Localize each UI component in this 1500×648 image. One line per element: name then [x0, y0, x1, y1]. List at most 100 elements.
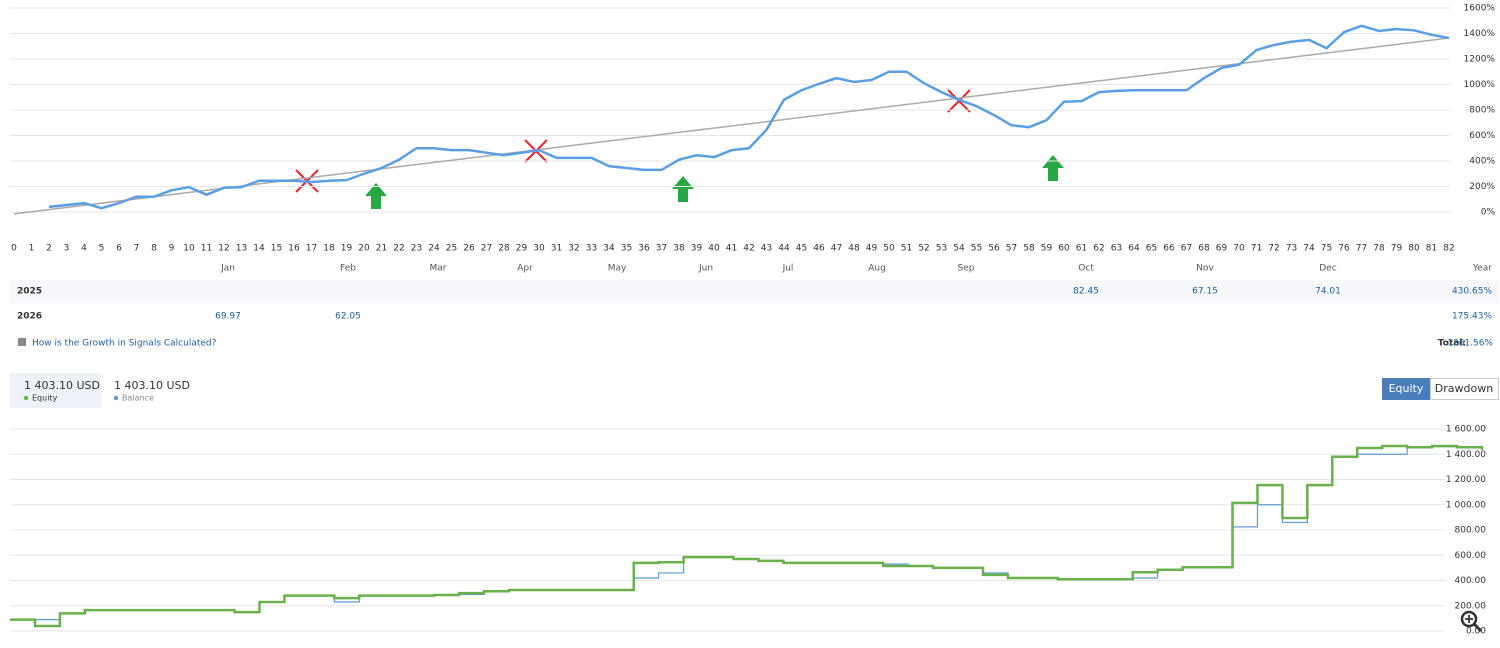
row-label: 2026 — [17, 312, 42, 322]
x-tick-label: 82 — [1443, 244, 1454, 254]
x-tick-label: 81 — [1426, 244, 1437, 254]
x-tick-label: 32 — [568, 244, 579, 254]
equity-button-label[interactable]: Equity — [1389, 382, 1424, 395]
x-tick-label: 4 — [81, 244, 87, 254]
drawdown-button-label[interactable]: Drawdown — [1435, 382, 1493, 395]
x-tick-label: 79 — [1391, 244, 1403, 254]
y-tick-label: 200.00 — [1455, 601, 1487, 611]
x-tick-label: 69 — [1216, 244, 1228, 254]
x-tick-label: 20 — [358, 244, 370, 254]
equity-button[interactable] — [1382, 378, 1430, 400]
column-header: Jan — [220, 264, 235, 274]
y-tick-label: 0% — [1481, 208, 1496, 218]
row-label: 2025 — [17, 287, 42, 297]
x-tick-label: 49 — [866, 244, 878, 254]
y-tick-label: 1 000.00 — [1446, 500, 1486, 510]
x-tick-label: 53 — [936, 244, 947, 254]
total-value: 1361.56% — [1447, 339, 1493, 349]
x-tick-label: 15 — [271, 244, 282, 254]
x-tick-label: 73 — [1286, 244, 1297, 254]
help-link[interactable]: How is the Growth in Signals Calculated? — [32, 339, 217, 349]
y-tick-label: 400.00 — [1455, 576, 1487, 586]
x-tick-label: 22 — [393, 244, 404, 254]
signal-markers — [295, 89, 1064, 209]
zoom-lens — [1460, 610, 1478, 628]
zoom-handle — [1472, 622, 1483, 633]
x-tick-label: 47 — [831, 244, 842, 254]
x-tick-label: 25 — [446, 244, 457, 254]
x-tick-label: 29 — [516, 244, 528, 254]
x-tick-label: 14 — [253, 244, 265, 254]
x-tick-label: 60 — [1058, 244, 1070, 254]
x-tick-label: 62 — [1093, 244, 1104, 254]
x-tick-label: 9 — [169, 244, 175, 254]
x-tick-label: 23 — [411, 244, 422, 254]
series-step — [10, 446, 1483, 621]
column-header: May — [608, 264, 627, 274]
column-header: Nov — [1196, 264, 1214, 274]
x-tick-label: 56 — [988, 244, 1000, 254]
zoom-icon[interactable] — [1460, 610, 1483, 633]
y-tick-label: 1 200.00 — [1446, 475, 1486, 485]
x-tick-label: 34 — [603, 244, 615, 254]
x-tick-label: 46 — [813, 244, 825, 254]
x-tick-label: 51 — [901, 244, 912, 254]
x-tick-label: 36 — [638, 244, 650, 254]
x-tick-label: 43 — [761, 244, 772, 254]
up-arrow — [1042, 155, 1064, 181]
x-tick-label: 33 — [586, 244, 597, 254]
x-tick-label: 18 — [323, 244, 335, 254]
up-arrow — [672, 176, 694, 202]
series-line — [48, 24, 1450, 210]
series-step — [10, 444, 1484, 628]
cell-value: 175.43% — [1452, 312, 1492, 322]
x-tick-label: 52 — [918, 244, 929, 254]
x-tick-label: 38 — [673, 244, 685, 254]
column-header: Aug — [868, 264, 886, 274]
x-tick-label: 68 — [1198, 244, 1210, 254]
up-arrow — [365, 183, 387, 209]
legend-dot — [113, 395, 119, 401]
balance-amount[interactable]: 1 403.10 USD — [114, 379, 190, 392]
x-tick-label: 1 — [29, 244, 35, 254]
x-tick-label: 75 — [1321, 244, 1332, 254]
x-tick-label: 24 — [428, 244, 440, 254]
x-tick-label: 11 — [201, 244, 212, 254]
y-tick-label: 1 400.00 — [1446, 450, 1486, 460]
y-tick-label: 600.00 — [1455, 551, 1487, 561]
x-tick-label: 28 — [498, 244, 510, 254]
cell-value: 62.05 — [335, 312, 361, 322]
x-tick-label: 27 — [481, 244, 492, 254]
cell-value: 67.15 — [1192, 287, 1218, 297]
tab-active[interactable] — [10, 373, 101, 408]
x-tick-label: 3 — [64, 244, 70, 254]
x-tick-label: 35 — [621, 244, 632, 254]
x-tick-label: 64 — [1128, 244, 1140, 254]
x-tick-label: 58 — [1023, 244, 1035, 254]
zoom-plus — [1465, 615, 1473, 623]
column-header: Feb — [340, 264, 356, 274]
x-tick-label: 6 — [116, 244, 122, 254]
x-tick-label: 45 — [796, 244, 807, 254]
y-tick-label: 400% — [1469, 157, 1495, 167]
x-tick-label: 54 — [953, 244, 965, 254]
x-tick-label: 13 — [236, 244, 247, 254]
y-tick-label: 800.00 — [1455, 526, 1487, 536]
x-tick-label: 72 — [1268, 244, 1279, 254]
equity-amount: 1 403.10 USD — [24, 379, 100, 392]
info-icon — [18, 338, 26, 346]
x-tick-label: 2 — [46, 244, 52, 254]
x-tick-label: 80 — [1408, 244, 1420, 254]
column-header: Jul — [782, 264, 794, 274]
column-header: Dec — [1319, 264, 1336, 274]
x-tick-label: 30 — [533, 244, 545, 254]
y-tick-label: 0.00 — [1466, 627, 1486, 637]
y-tick-label: 1400% — [1464, 29, 1496, 39]
x-tick-label: 8 — [151, 244, 157, 254]
drawdown-button[interactable] — [1430, 378, 1499, 400]
x-tick-label: 50 — [883, 244, 895, 254]
x-tick-label: 78 — [1373, 244, 1385, 254]
x-tick-label: 66 — [1163, 244, 1175, 254]
x-tick-label: 37 — [656, 244, 667, 254]
column-header: Apr — [517, 264, 533, 274]
